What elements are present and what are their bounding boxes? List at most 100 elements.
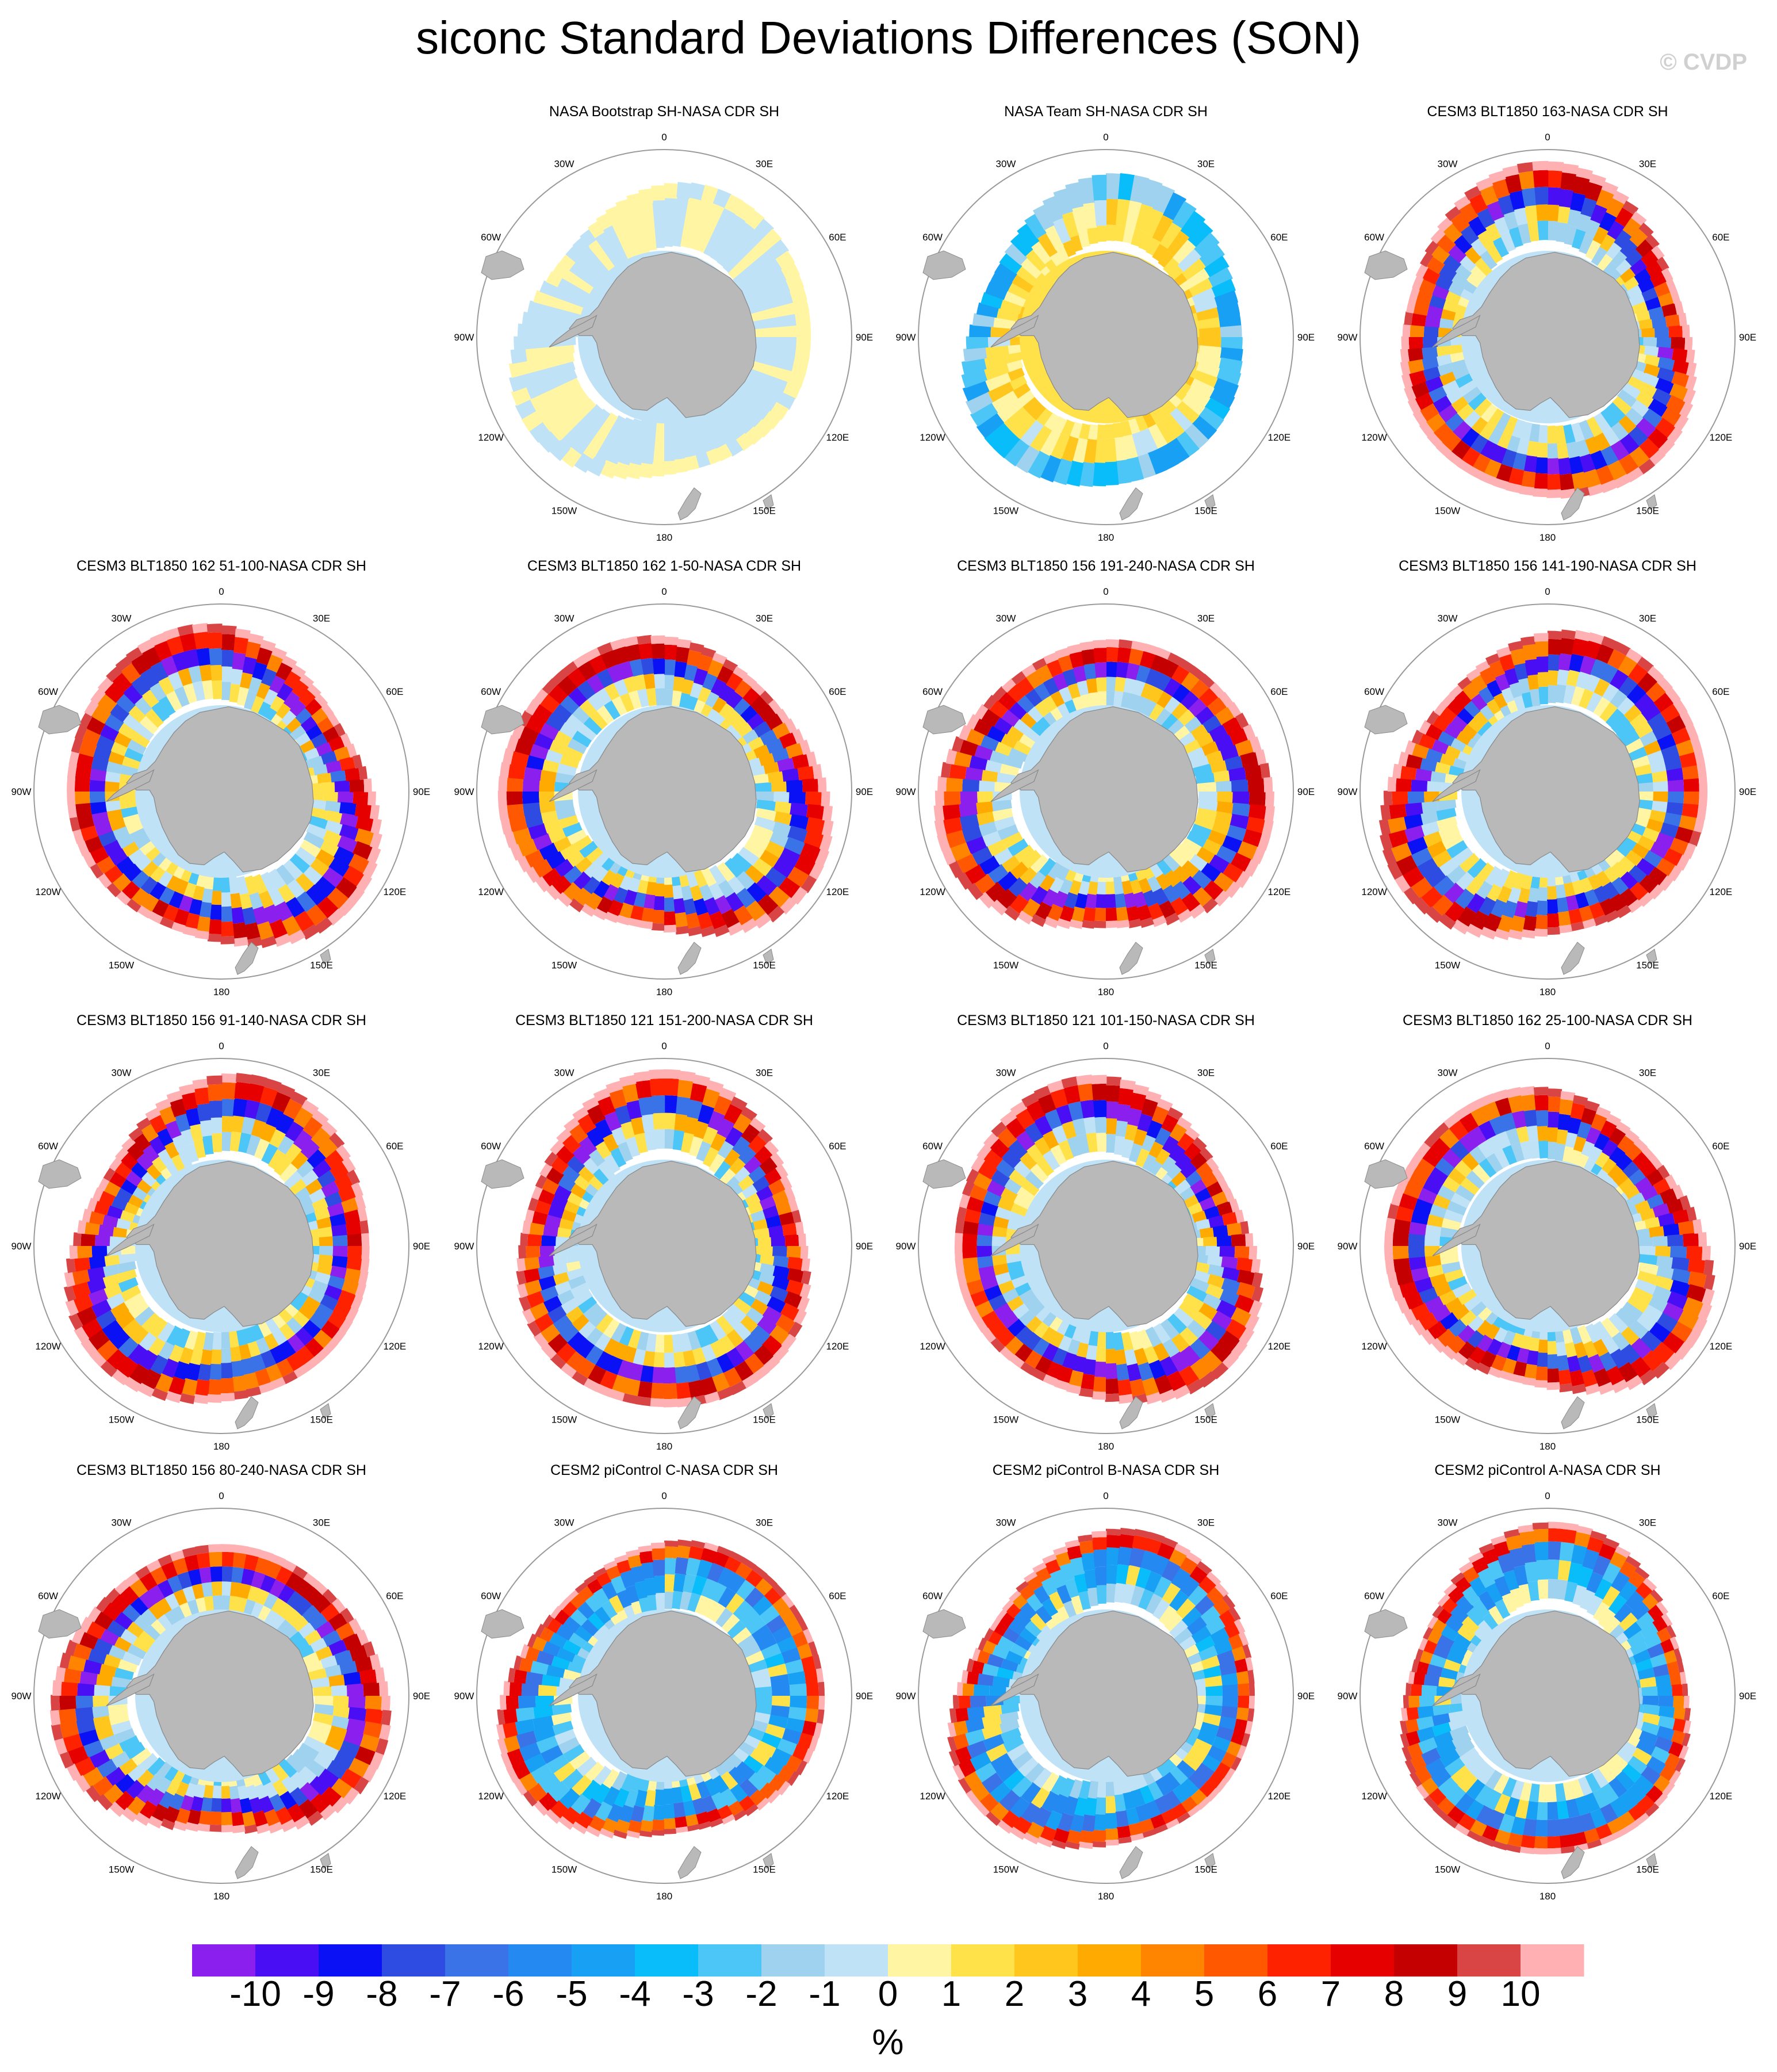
ice-cell [164,1390,182,1404]
ice-cell [221,634,236,651]
ice-cell [232,1552,247,1569]
ice-cell [1555,1143,1566,1162]
ice-cell [616,418,642,471]
ice-cell [1613,1171,1629,1187]
ice-cell [289,853,311,874]
ice-cell [533,1725,556,1742]
antarctic-peninsula [1432,1224,1481,1257]
lon-label: 150W [1435,505,1460,516]
ice-cell [185,1822,199,1832]
ice-cell [192,1583,205,1600]
ice-cell [497,1709,505,1725]
ice-cell [970,1695,987,1708]
ice-cell [314,693,328,708]
panel-title: CESM3 BLT1850 156 191-240-NASA CDR SH [957,558,1255,574]
ice-cell [619,875,633,891]
ice-cell [1546,927,1560,935]
ice-cell [1427,304,1443,319]
south-america-land [38,1159,82,1189]
ice-cell [1219,314,1242,328]
ice-cell [1644,1216,1660,1229]
ice-cell [605,205,622,223]
ice-cell [1521,636,1535,646]
ice-cell [962,1180,975,1196]
ice-cell [125,647,143,662]
ice-cell [111,1676,131,1688]
ice-cell [1197,317,1220,330]
ice-cell [806,804,824,820]
ice-cell [1633,301,1648,314]
ice-cell [1414,897,1431,915]
ice-cell [1114,1136,1126,1156]
ice-cell [581,1619,599,1637]
ice-cell [763,1356,780,1373]
ice-cell [976,811,995,826]
ice-cell [989,1138,1010,1159]
ice-cell [664,192,678,247]
ice-cell [583,1378,600,1392]
ice-cell [1018,1309,1036,1326]
ice-cell [349,1644,368,1661]
ice-cell [151,1803,169,1822]
ice-cell [1493,1327,1508,1343]
ice-cell [737,847,759,867]
ice-cell [652,194,665,249]
ice-cell [664,183,679,199]
ice-cell [134,697,152,716]
ice-cell [1655,418,1676,438]
ice-cell [966,336,989,350]
ice-cell [1123,1791,1136,1810]
ice-cell [532,1635,547,1652]
ice-cell [1051,1347,1068,1366]
ice-cell [1091,1075,1107,1084]
ice-cell [1001,1149,1021,1169]
ice-cell [1588,632,1605,645]
ice-cell [653,1805,664,1820]
ice-cell [674,1816,687,1828]
ice-cell [367,792,376,806]
ice-cell [496,1723,506,1740]
ice-cell [1556,1129,1569,1145]
lon-label: 120W [35,1341,60,1352]
lon-label: 30W [996,613,1016,624]
ice-cell [1438,264,1457,282]
ice-cell [1575,439,1590,457]
ice-cell [964,1268,981,1283]
ice-cell [1600,479,1618,494]
ice-cell [1635,239,1654,258]
ice-cell [558,1736,580,1754]
ice-cell [1459,255,1477,272]
ice-cell [63,1733,83,1752]
lon-label: 0 [1103,132,1108,143]
ice-cell [1249,736,1262,753]
lon-label: 30W [112,1517,132,1528]
ice-cell [101,1319,123,1340]
ice-cell [1424,867,1446,888]
ice-cell [1142,179,1163,208]
ice-cell [1003,406,1029,431]
ice-cell [752,1565,768,1579]
ice-cell [1146,876,1162,893]
ice-cell [567,408,611,460]
ice-cell [1584,1100,1600,1112]
lon-label: 90E [413,1241,430,1252]
ice-cell [1438,730,1456,747]
ice-cell [700,1547,718,1563]
ice-cell [1083,1569,1097,1589]
ice-cell [771,1684,790,1697]
ice-cell [1696,763,1707,779]
ice-cell [750,1298,769,1316]
ice-cell [221,1786,231,1799]
ice-cell [1503,415,1518,435]
ice-cell [1458,379,1478,396]
ice-cell [1548,1141,1557,1160]
ice-cell [1171,1784,1190,1804]
lon-label: 30E [756,613,773,624]
ice-cell [983,1733,1005,1752]
ice-cell [108,1644,127,1660]
ice-cell [1094,1566,1107,1586]
ice-cell [1649,842,1669,859]
ice-cell [639,1365,654,1383]
ice-cell [695,1361,712,1381]
ice-cell [1514,901,1528,918]
